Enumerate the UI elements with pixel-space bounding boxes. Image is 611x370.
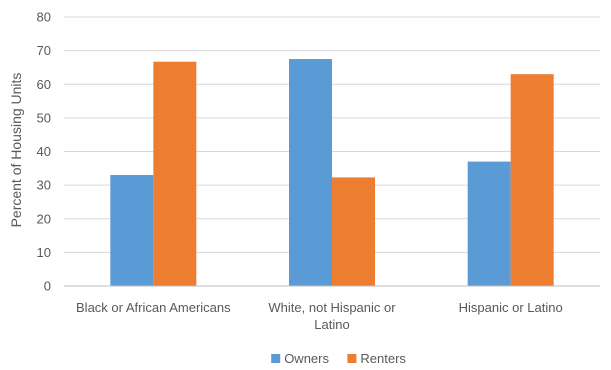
y-tick-label: 80 bbox=[37, 10, 51, 25]
legend-swatch-owners bbox=[271, 354, 281, 363]
legend-swatch-renters bbox=[347, 354, 357, 363]
bar-renters-1 bbox=[332, 177, 375, 286]
y-tick-label: 60 bbox=[37, 77, 51, 92]
bar-renters-0 bbox=[153, 61, 197, 286]
x-category-label: Black or African Americans bbox=[76, 300, 231, 315]
x-category-label: Hispanic or Latino bbox=[459, 300, 563, 315]
y-tick-label: 30 bbox=[37, 178, 51, 193]
y-tick-label: 50 bbox=[37, 110, 51, 125]
y-tick-label: 0 bbox=[44, 279, 51, 294]
x-axis: Black or African Americans White, not His… bbox=[64, 285, 600, 332]
legend: Owners Renters bbox=[271, 351, 406, 366]
y-axis-title: Percent of Housing Units bbox=[8, 73, 24, 228]
y-tick-label: 20 bbox=[37, 211, 51, 226]
y-tick-label: 40 bbox=[37, 144, 51, 159]
y-axis-ticks: 0 10 20 30 40 50 60 70 80 bbox=[37, 10, 51, 294]
x-category-label: White, not Hispanic or Latino bbox=[268, 300, 396, 332]
bar-renters-2 bbox=[510, 74, 554, 286]
legend-label-renters: Renters bbox=[360, 351, 406, 366]
legend-label-owners: Owners bbox=[284, 351, 329, 366]
y-tick-label: 70 bbox=[37, 43, 51, 58]
bars bbox=[110, 59, 554, 286]
y-tick-label: 10 bbox=[37, 245, 51, 260]
bar-owners-1 bbox=[289, 59, 332, 286]
bar-owners-2 bbox=[467, 161, 511, 286]
bar-owners-0 bbox=[110, 175, 154, 286]
